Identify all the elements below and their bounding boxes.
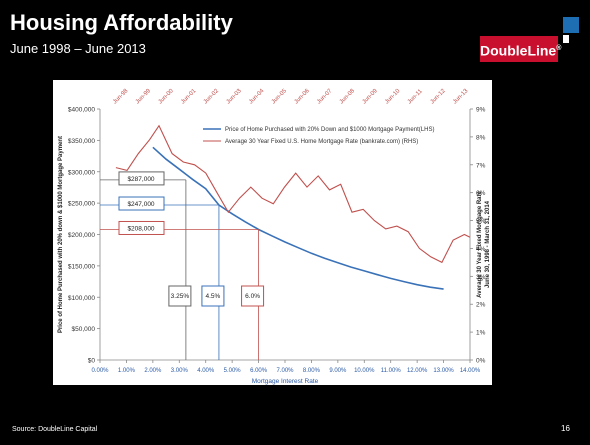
left-tick-label: $0 xyxy=(88,358,96,365)
rate-label-box xyxy=(201,285,225,307)
x-tick-label: 3.00% xyxy=(171,368,189,374)
x-tick-label: 0.00% xyxy=(91,368,109,374)
mortgage-rate-line xyxy=(115,124,471,264)
right-tick-label: 2% xyxy=(476,302,486,309)
left-tick-label: $350,000 xyxy=(68,138,95,145)
right-tick-label: 6% xyxy=(476,190,486,197)
left-tick-label: $250,000 xyxy=(68,201,95,208)
x-tick-label: 5.00% xyxy=(224,368,242,374)
price-label: $247,000 xyxy=(127,201,154,208)
x-tick-label: 6.00% xyxy=(250,368,268,374)
right-tick-label: 8% xyxy=(476,134,486,141)
price-label: $287,000 xyxy=(127,176,154,183)
top-date-label: Jun-00 xyxy=(158,88,176,106)
price-label-box xyxy=(118,220,165,235)
x-tick-label: 2.00% xyxy=(144,368,162,374)
rate-label: 6.0% xyxy=(245,293,260,300)
left-axis-title: Price of Home Purchased with 20% down & … xyxy=(58,136,64,333)
top-date-label: Jun-07 xyxy=(316,88,334,106)
x-tick-label: 1.00% xyxy=(118,368,136,374)
top-date-label: Jun-08 xyxy=(339,88,357,106)
doubleline-logo: DoubleLine® xyxy=(480,36,562,62)
x-tick-label: 7.00% xyxy=(276,368,294,374)
top-date-label: Jun-04 xyxy=(248,88,266,106)
top-date-label: Jun-13 xyxy=(452,88,470,106)
top-date-label: Jun-02 xyxy=(203,88,221,106)
logo-text: DoubleLine xyxy=(480,42,557,59)
left-tick-label: $200,000 xyxy=(68,232,95,239)
right-axis-title-line: June 30, 1998 - March 31, 2014 xyxy=(485,200,491,288)
right-tick-label: 0% xyxy=(476,358,486,365)
top-date-label: Jun-06 xyxy=(294,88,312,106)
right-tick-label: 7% xyxy=(476,162,486,169)
page-subtitle: June 1998 – June 2013 xyxy=(10,41,146,56)
right-tick-label: 5% xyxy=(476,218,486,225)
legend-label: Price of Home Purchased with 20% Down an… xyxy=(225,127,434,133)
top-date-label: Jun-09 xyxy=(362,88,380,106)
x-tick-label: 12.00% xyxy=(407,368,428,374)
top-date-label: Jun-01 xyxy=(180,88,198,106)
right-tick-label: 4% xyxy=(476,246,486,253)
x-axis-title: Mortgage Interest Rate xyxy=(252,378,319,385)
rate-label-box xyxy=(241,285,265,307)
x-tick-label: 9.00% xyxy=(329,368,347,374)
left-tick-label: $50,000 xyxy=(72,326,96,333)
left-tick-label: $100,000 xyxy=(68,295,95,302)
page-number: 16 xyxy=(561,424,570,433)
top-date-label: Jun-98 xyxy=(112,88,130,106)
x-tick-label: 14.00% xyxy=(460,368,481,374)
top-date-label: Jun-11 xyxy=(407,88,424,105)
top-date-label: Jun-99 xyxy=(135,88,153,106)
x-tick-label: 13.00% xyxy=(433,368,454,374)
affordability-chart: $0 $50,000 $100,000 $150,000 $200,000 $250,00… xyxy=(58,88,491,385)
price-label: $208,000 xyxy=(127,225,154,232)
price-label-box xyxy=(118,171,165,186)
left-tick-label: $150,000 xyxy=(68,263,95,270)
top-date-label: Jun-10 xyxy=(384,88,402,106)
logo-square-white xyxy=(563,35,569,43)
x-tick-label: 11.00% xyxy=(381,368,402,374)
right-axis-title-line: Average 30 Year Fixed Mortgage Rate xyxy=(477,190,483,297)
rate-label: 3.25% xyxy=(171,293,190,300)
x-tick-label: 10.00% xyxy=(354,368,375,374)
home-price-line xyxy=(152,146,444,290)
x-tick-label: 8.00% xyxy=(303,368,321,374)
right-tick-label: 3% xyxy=(476,274,486,281)
left-tick-label: $300,000 xyxy=(68,169,95,176)
right-tick-label: 1% xyxy=(476,330,486,337)
top-date-label: Jun-03 xyxy=(226,88,244,106)
source-note: Source: DoubleLine Capital xyxy=(12,426,98,433)
top-date-label: Jun-05 xyxy=(271,88,289,106)
top-date-label: Jun-12 xyxy=(430,88,448,106)
left-tick-label: $400,000 xyxy=(68,107,95,114)
rate-label-box xyxy=(168,285,192,307)
price-label-box xyxy=(118,196,165,211)
page-title: Housing Affordability xyxy=(10,10,233,35)
chart-panel: $0 $50,000 $100,000 $150,000 $200,000 $250,00… xyxy=(53,80,492,385)
rate-label: 4.5% xyxy=(206,293,221,300)
right-axis-title: Average 30 Year Fixed Mortgage Rate June … xyxy=(477,190,491,297)
logo-mark: ® xyxy=(556,45,562,52)
right-tick-label: 9% xyxy=(476,107,486,114)
logo-square-blue xyxy=(563,17,579,33)
x-tick-label: 4.00% xyxy=(197,368,215,374)
legend-label: Average 30 Year Fixed U.S. Home Mortgage… xyxy=(225,139,418,145)
